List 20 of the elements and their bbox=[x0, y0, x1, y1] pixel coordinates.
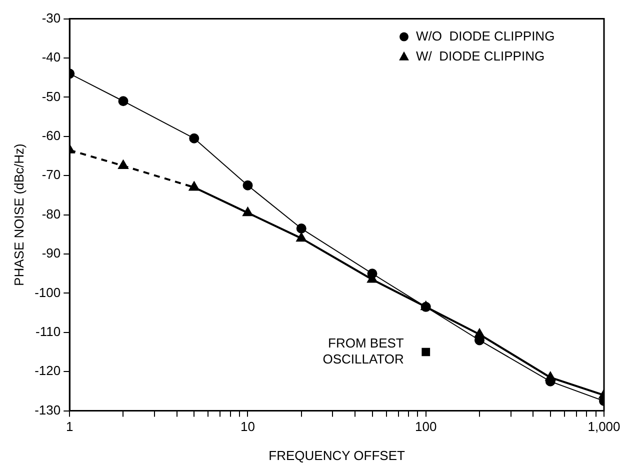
x-tick-label: 100 bbox=[415, 419, 437, 434]
x-tick-label: 1 bbox=[66, 419, 74, 434]
y-tick-label: -70 bbox=[42, 167, 61, 182]
legend-label: W/O DIODE CLIPPING bbox=[416, 28, 555, 44]
x-tick-label: 10 bbox=[240, 419, 255, 434]
y-axis-title: PHASE NOISE (dBc/Hz) bbox=[11, 144, 26, 286]
y-tick-label: -110 bbox=[36, 324, 61, 339]
legend-label: W/ DIODE CLIPPING bbox=[416, 48, 545, 64]
y-tick-label: -40 bbox=[42, 50, 61, 65]
y-tick-label: -100 bbox=[34, 284, 61, 300]
x-tick-label: 1,000 bbox=[588, 419, 620, 434]
y-tick-label: -120 bbox=[34, 363, 61, 378]
y-tick-label: -60 bbox=[42, 128, 61, 143]
y-tick-label: -30 bbox=[42, 10, 61, 26]
x-axis-title: FREQUENCY OFFSET bbox=[268, 448, 405, 463]
y-tick-label: -90 bbox=[42, 246, 61, 261]
y-tick-label: -130 bbox=[34, 402, 61, 418]
annotation: FROM BEST OSCILLATOR bbox=[322, 336, 404, 367]
y-tick-label: -80 bbox=[42, 206, 61, 222]
y-tick-label: -50 bbox=[42, 88, 61, 104]
